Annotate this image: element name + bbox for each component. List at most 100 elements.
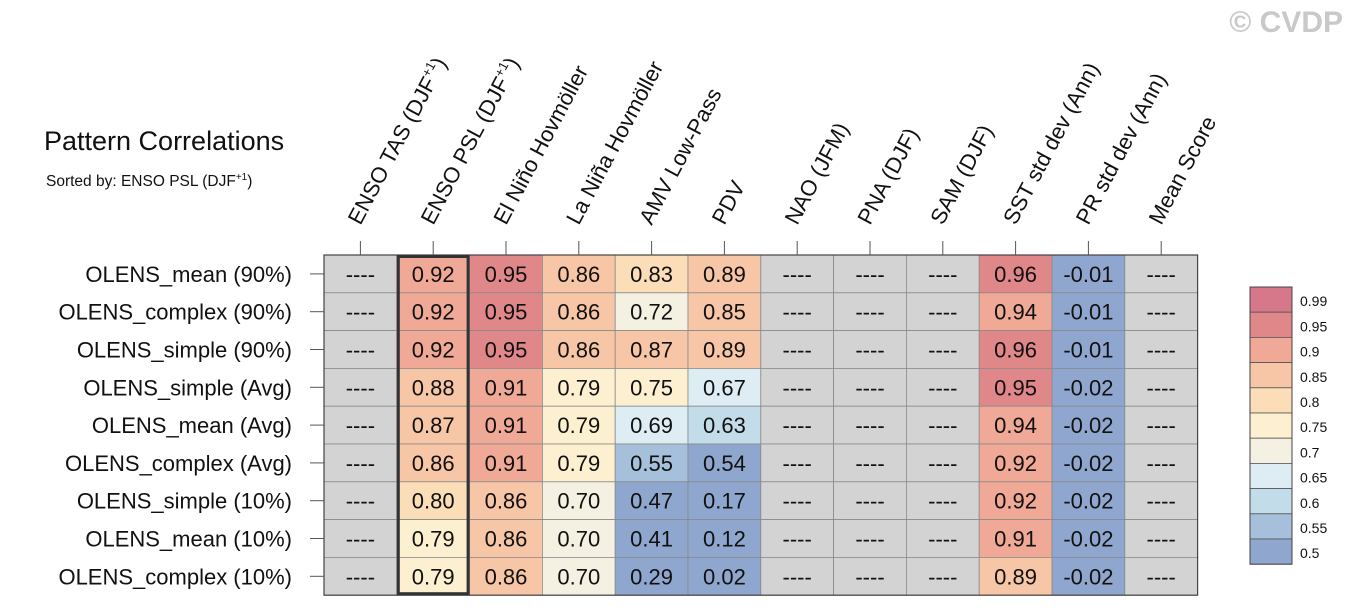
column-label-sup: +1: [491, 59, 511, 79]
cell-value: 0.91: [485, 375, 528, 400]
cell-value: ----: [346, 413, 375, 438]
cell-value: ----: [855, 300, 884, 325]
row-label: OLENS_mean (10%): [85, 527, 292, 552]
row-label: OLENS_simple (Avg): [83, 375, 292, 400]
heatmap-cell: [323, 481, 398, 520]
cell-value: ----: [1147, 300, 1176, 325]
heatmap-cell: [760, 405, 834, 445]
cell-value: 0.70: [557, 489, 600, 514]
column-label: Mean Score: [1144, 112, 1222, 228]
cell-value: 0.94: [994, 300, 1037, 325]
colorbar-border: [1249, 286, 1293, 565]
cell-value: 0.41: [630, 527, 673, 552]
cell-value: 0.91: [485, 413, 528, 438]
colorbar-tick-label: 0.55: [1300, 520, 1327, 536]
cvdp-watermark: © CVDP: [1229, 6, 1343, 39]
heatmap-cell: [1051, 481, 1126, 520]
heatmap-cell: [542, 292, 616, 331]
subtitle-sup: +1: [235, 172, 248, 183]
cell-value: ----: [928, 338, 957, 363]
column-label: PNA (DJF): [852, 124, 923, 229]
cell-value: ----: [928, 489, 957, 514]
colorbar-segment: [1249, 488, 1293, 515]
heatmap-cell: [396, 557, 470, 596]
heatmap-cell: [978, 254, 1053, 294]
colorbar-segment: [1249, 437, 1293, 464]
colorbar-segment: [1249, 462, 1293, 489]
colorbar-segment: [1249, 412, 1293, 439]
heatmap-cell: [396, 292, 470, 331]
heatmap-cell: [687, 405, 762, 445]
chart-subtitle: Sorted by: ENSO PSL (DJF+1): [46, 172, 252, 191]
cell-value: -0.02: [1063, 489, 1113, 514]
subtitle-prefix: Sorted by:: [46, 173, 121, 191]
cell-value: ----: [928, 564, 957, 589]
cell-value: 0.83: [630, 262, 673, 287]
heatmap-cell: [906, 367, 980, 407]
cell-value: ----: [1147, 489, 1176, 514]
colorbar: 0.99 0.95 0.9 0.85 0.8 0.75 0.7 0.65 0.6 0.55 0.5: [1249, 286, 1327, 565]
colorbar-segment: [1249, 362, 1293, 389]
cell-value: ----: [928, 262, 957, 287]
cell-value: 0.54: [703, 451, 746, 476]
cell-value: 0.92: [994, 451, 1037, 476]
cell-value: 0.79: [412, 527, 455, 552]
heatmap-cell: [1124, 367, 1199, 407]
cell-value: 0.86: [557, 338, 600, 363]
heatmap-cell: [1051, 367, 1126, 407]
cell-value: ----: [783, 338, 812, 363]
cell-value: 0.96: [994, 262, 1037, 287]
heatmap-cell: [542, 557, 616, 596]
cell-value: 0.12: [703, 527, 746, 552]
cell-value: 0.92: [412, 338, 455, 363]
heatmap-cell: [614, 330, 689, 369]
heatmap-cell: [833, 557, 907, 596]
cell-value: ----: [346, 300, 375, 325]
row-label: OLENS_complex (90%): [58, 300, 292, 325]
heatmap-cell: [687, 254, 762, 294]
cell-value: 0.89: [994, 564, 1037, 589]
cell-value: 0.79: [557, 451, 600, 476]
heatmap-cell: [978, 367, 1053, 407]
colorbar-tick-label: 0.8: [1300, 394, 1320, 410]
cell-value: ----: [855, 564, 884, 589]
colorbar-segment: [1249, 286, 1293, 313]
heatmap-cell: [469, 519, 543, 558]
heatmap-cell: [833, 443, 907, 483]
colorbar-segment: [1249, 387, 1293, 414]
cell-value: 0.79: [557, 375, 600, 400]
heatmap-cell: [396, 481, 470, 520]
heatmap-cell: [1051, 292, 1126, 331]
heatmap-cell: [760, 443, 834, 483]
cell-value: ----: [928, 413, 957, 438]
cell-value: 0.95: [485, 262, 528, 287]
cell-value: ----: [783, 262, 812, 287]
cell-value: -0.02: [1063, 451, 1113, 476]
cell-value: 0.63: [703, 413, 746, 438]
heatmap-cell: [1051, 519, 1126, 558]
cell-value: ----: [783, 413, 812, 438]
cell-value: ----: [783, 300, 812, 325]
heatmap-cell: [760, 330, 834, 369]
cell-value: ----: [855, 338, 884, 363]
heatmap-cell: [323, 443, 398, 483]
cell-value: ----: [1147, 338, 1176, 363]
cell-value: ----: [928, 300, 957, 325]
cell-value: ----: [346, 375, 375, 400]
cell-value: ----: [783, 527, 812, 552]
cell-value: 0.70: [557, 527, 600, 552]
cell-value: ----: [783, 564, 812, 589]
cell-value: ----: [855, 262, 884, 287]
heatmap-cell: [760, 557, 834, 596]
column-label-text: Mean Score: [1144, 112, 1222, 228]
cell-value: 0.75: [630, 375, 673, 400]
column-label: PDV: [707, 176, 750, 228]
cell-value: 0.91: [485, 451, 528, 476]
cell-value: 0.70: [557, 564, 600, 589]
heatmap-grid: ---- 0.92 0.95 0.86 0.83 0.89 ---- ---- ---- 0.96…: [323, 254, 1199, 596]
cell-value: 0.95: [485, 300, 528, 325]
heatmap-cell: [1051, 557, 1126, 596]
cell-value: ----: [346, 262, 375, 287]
heatmap-cell: [978, 481, 1053, 520]
cell-value: ----: [1147, 413, 1176, 438]
